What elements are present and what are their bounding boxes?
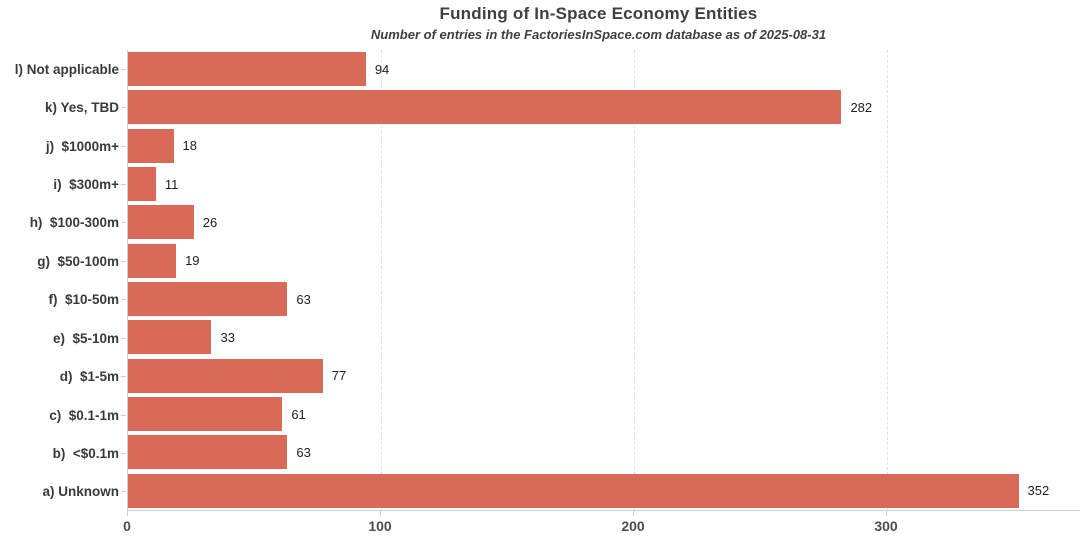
category-label: g) $50-100m <box>37 253 119 269</box>
bar-value-label: 352 <box>1027 483 1050 499</box>
y-label-row: j) $1000m+ <box>0 127 126 165</box>
x-tick-label: 300 <box>874 518 898 534</box>
y-tick-mark <box>121 299 126 301</box>
bar-row: 33 <box>128 318 1080 356</box>
bar-value-label: 11 <box>164 176 179 192</box>
bar-value-label: 77 <box>331 368 347 384</box>
y-label-row: c) $0.1-1m <box>0 396 126 434</box>
bar-value-label: 18 <box>182 138 197 154</box>
y-tick-mark <box>121 337 126 339</box>
y-label-row: e) $5-10m <box>0 319 126 357</box>
category-label: l) Not applicable <box>14 61 119 77</box>
bar-row: 94 <box>128 50 1080 88</box>
x-tick-label: 0 <box>123 518 131 534</box>
category-label: e) $5-10m <box>52 330 119 346</box>
chart-title: Funding of In-Space Economy Entities <box>439 4 758 23</box>
y-label-row: i) $300m+ <box>0 165 126 203</box>
x-tick-mark <box>127 511 128 516</box>
bar-rows: 94 282 18 11 26 19 63 33 77 61 63 352 <box>128 50 1080 510</box>
category-label: a) Unknown <box>42 484 120 500</box>
bar-value-label: 33 <box>220 329 235 345</box>
x-tick-mark <box>380 511 381 516</box>
category-label: b) <$0.1m <box>52 445 119 461</box>
y-tick-mark <box>121 107 126 109</box>
y-axis-labels: l) Not applicable k) Yes, TBD j) $1000m+ i)… <box>0 50 126 511</box>
category-label: d) $1-5m <box>59 369 119 385</box>
y-label-row: a) Unknown <box>0 473 126 511</box>
bar-row: 18 <box>128 127 1080 165</box>
chart-subtitle: Number of entries in the FactoriesInSpac… <box>370 27 827 42</box>
bar-row: 77 <box>128 357 1080 395</box>
y-tick-mark <box>121 452 126 454</box>
y-label-row: d) $1-5m <box>0 357 126 395</box>
x-tick-label: 100 <box>368 518 392 534</box>
bar <box>128 205 194 240</box>
bar-value-label: 61 <box>291 406 306 422</box>
bar-row: 352 <box>128 472 1080 510</box>
bar-value-label: 63 <box>296 444 311 460</box>
bar-row: 11 <box>128 165 1080 203</box>
y-tick-mark <box>121 222 126 224</box>
bar-value-label: 19 <box>185 253 200 269</box>
bar <box>128 282 288 317</box>
y-tick-mark <box>121 414 126 416</box>
bar-row: 61 <box>128 395 1080 433</box>
bar <box>128 128 174 163</box>
category-label: f) $10-50m <box>48 292 119 308</box>
y-tick-mark <box>121 376 126 378</box>
category-label: c) $0.1-1m <box>49 407 119 423</box>
bar <box>128 90 842 125</box>
bar <box>128 243 177 278</box>
y-label-row: k) Yes, TBD <box>0 88 126 126</box>
gridline <box>634 50 635 510</box>
bar-value-label: 94 <box>374 61 390 77</box>
bar <box>128 397 283 432</box>
bar <box>128 358 323 393</box>
bar <box>128 473 1019 508</box>
y-tick-mark <box>121 260 126 262</box>
y-tick-mark <box>121 145 126 147</box>
bar-row: 282 <box>128 88 1080 126</box>
plot-area: 94 282 18 11 26 19 63 33 77 61 63 352 <box>127 50 1080 511</box>
y-tick-mark <box>121 491 126 493</box>
gridline <box>887 50 888 510</box>
bar <box>128 320 212 355</box>
category-label: h) $100-300m <box>29 215 119 231</box>
gridline <box>381 50 382 510</box>
y-label-row: f) $10-50m <box>0 281 126 319</box>
y-label-row: b) <$0.1m <box>0 434 126 472</box>
bar-row: 26 <box>128 203 1080 241</box>
category-label: i) $300m+ <box>53 176 119 192</box>
category-label: j) $1000m+ <box>45 138 119 154</box>
bar-row: 19 <box>128 242 1080 280</box>
bar-value-label: 26 <box>202 214 218 230</box>
y-label-row: l) Not applicable <box>0 50 126 88</box>
x-tick-mark <box>886 511 887 516</box>
bar-row: 63 <box>128 280 1080 318</box>
category-label: k) Yes, TBD <box>44 100 119 116</box>
y-tick-mark <box>121 183 126 185</box>
bar-value-label: 63 <box>296 291 311 307</box>
y-label-row: g) $50-100m <box>0 242 126 280</box>
bar <box>128 52 366 87</box>
y-label-row: h) $100-300m <box>0 204 126 242</box>
bar-value-label: 282 <box>850 99 873 115</box>
y-tick-mark <box>121 68 126 70</box>
bar <box>128 435 288 470</box>
x-tick-mark <box>633 511 634 516</box>
x-tick-label: 200 <box>621 518 645 534</box>
bar-row: 63 <box>128 433 1080 471</box>
bar <box>128 167 156 202</box>
